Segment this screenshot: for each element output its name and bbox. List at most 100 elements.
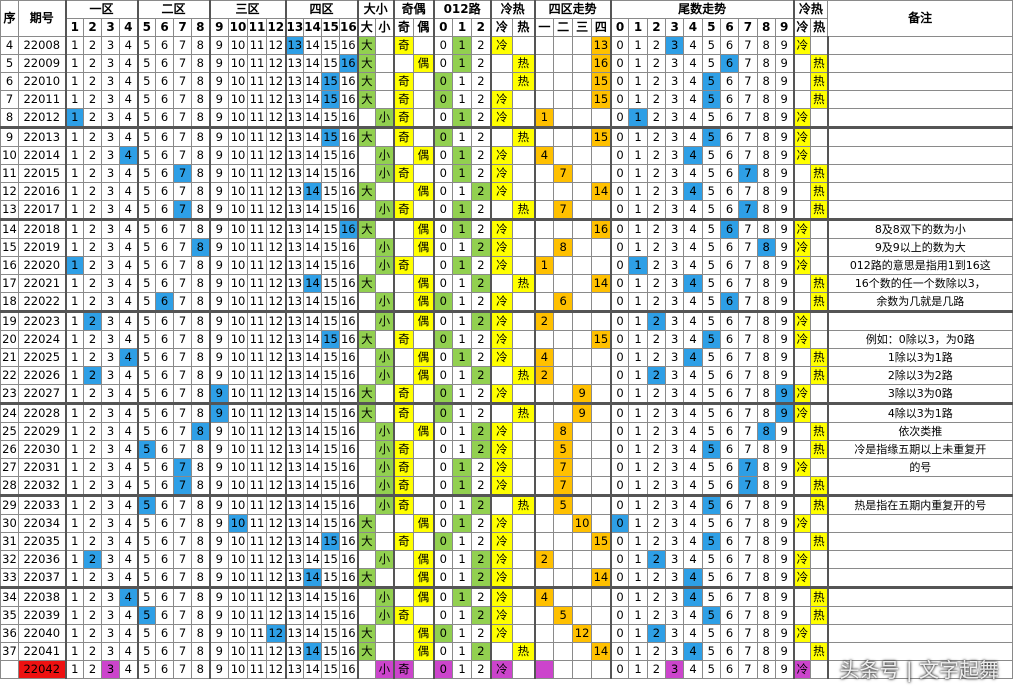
empty-cell xyxy=(572,476,593,497)
tail-cell: 5 xyxy=(701,274,721,293)
number-cell: 16 xyxy=(339,624,359,643)
number-cell: 15 xyxy=(321,568,341,589)
number-cell: 16 xyxy=(339,458,359,477)
tail-cell: 9 xyxy=(774,108,795,129)
data-row: 34 22038 1 2 3 4 5 6 7 8 9 10 11 12 13 14 15 16 小偶 0 1 2 冷 4 0 1 2… xyxy=(0,587,1013,607)
heat-cell: 冷 xyxy=(489,330,514,349)
tail-cell: 0 xyxy=(609,568,630,589)
empty-cell xyxy=(553,219,574,239)
number-cell: 11 xyxy=(247,384,268,405)
number-cell: 7 xyxy=(173,384,193,405)
heat-cell: 冷 xyxy=(489,311,514,331)
parity-cell: 奇 xyxy=(392,495,415,515)
tail-hit: 7 xyxy=(738,476,758,497)
tail-cell: 2 xyxy=(646,458,667,477)
tail-cell: 3 xyxy=(665,164,685,183)
size-cell: 大 xyxy=(356,36,377,55)
size-cell: 小 xyxy=(375,366,395,385)
empty-cell xyxy=(572,568,593,589)
data-row: 11 22015 1 2 3 4 5 6 7 8 9 10 11 12 13 14 15 16 小奇 0 1 2 冷 7 0 1 2… xyxy=(0,164,1013,183)
tail-cell: 2 xyxy=(646,587,667,607)
number-cell: 1 xyxy=(64,348,84,367)
number-cell: 16 xyxy=(339,495,359,515)
tail-cell: 0 xyxy=(609,54,630,73)
tail-cell: 1 xyxy=(628,624,648,643)
number-cell: 14 xyxy=(303,440,323,459)
number-cell: 10 xyxy=(228,311,249,331)
empty-cell xyxy=(512,550,536,569)
road-cell: 0 xyxy=(432,182,454,201)
number-cell: 11 xyxy=(247,476,268,497)
tail-heat-cell: 热 xyxy=(810,54,829,73)
heat-cell: 冷 xyxy=(489,292,514,313)
number-cell: 7 xyxy=(173,108,193,129)
number-cell: 13 xyxy=(284,422,305,441)
empty-cell xyxy=(413,440,435,459)
number-cell: 2 xyxy=(83,256,102,275)
number-cell: 15 xyxy=(321,164,341,183)
empty-cell xyxy=(356,458,377,477)
tail-cell: 3 xyxy=(665,642,685,661)
empty-cell xyxy=(512,458,536,477)
tail-cell: 1 xyxy=(628,440,648,459)
number-cell: 2 xyxy=(83,660,102,679)
data-row: 25 22029 1 2 3 4 5 6 7 8 9 10 11 12 13 14 15 16 小偶 0 1 2 冷 8 0 1 2… xyxy=(0,422,1013,441)
data-row: 6 22010 1 2 3 4 5 6 7 8 9 10 11 12 13 14 15 16 大奇 0 1 2 热 15 0 1 2… xyxy=(0,72,1013,91)
zone-trend: 2 xyxy=(533,311,555,331)
number-cell: 10 xyxy=(228,568,249,589)
tail-heat-cell: 冷 xyxy=(792,568,812,589)
tail-cell: 4 xyxy=(683,256,703,275)
heat-cell: 热 xyxy=(512,366,536,385)
tail-cell: 1 xyxy=(628,330,648,349)
number-cell: 8 xyxy=(191,200,211,221)
tail-cell: 8 xyxy=(756,384,776,405)
empty-cell xyxy=(553,127,574,147)
column-header: 7 xyxy=(738,18,758,37)
tail-cell: 7 xyxy=(738,330,758,349)
empty-cell xyxy=(572,642,593,661)
number-cell: 1 xyxy=(64,182,84,201)
tail-cell: 8 xyxy=(756,108,776,129)
number-cell: 6 xyxy=(155,476,175,497)
tail-cell: 8 xyxy=(756,532,776,551)
number-cell: 8 xyxy=(191,256,211,275)
empty-cell xyxy=(591,403,612,423)
number-cell: 3 xyxy=(101,219,120,239)
tail-cell: 0 xyxy=(609,624,630,643)
empty-cell xyxy=(533,292,555,313)
tail-cell: 4 xyxy=(683,606,703,625)
empty-cell xyxy=(392,587,415,607)
number-cell: 1 xyxy=(64,146,84,165)
tail-hit: 6 xyxy=(719,219,740,239)
number-cell: 5 xyxy=(136,72,157,91)
number-cell: 1 xyxy=(64,164,84,183)
size-cell: 小 xyxy=(375,146,395,165)
parity-cell: 偶 xyxy=(413,550,435,569)
road-cell: 0 xyxy=(432,311,454,331)
number-cell: 14 xyxy=(303,72,323,91)
tail-cell: 2 xyxy=(646,256,667,275)
empty-cell xyxy=(533,532,555,551)
road-hit: 1 xyxy=(452,458,473,477)
tail-cell: 1 xyxy=(628,642,648,661)
road-cell: 1 xyxy=(452,311,473,331)
road-hit: 2 xyxy=(471,366,492,385)
data-row: 8 22012 1 2 3 4 5 6 7 8 9 10 11 12 13 14 15 16 小奇 0 1 2 冷 1 0 1 2 3… xyxy=(0,108,1013,129)
number-cell: 3 xyxy=(101,606,120,625)
tail-cell: 3 xyxy=(665,514,685,533)
number-cell: 1 xyxy=(64,238,84,257)
number-cell: 2 xyxy=(83,164,102,183)
number-cell: 13 xyxy=(284,292,305,313)
road-cell: 1 xyxy=(452,238,473,257)
tail-hit: 5 xyxy=(701,532,721,551)
seq-cell: 23 xyxy=(0,384,19,405)
empty-cell xyxy=(553,384,574,405)
empty-cell xyxy=(572,90,593,109)
empty-cell xyxy=(591,514,612,533)
tail-cell: 3 xyxy=(665,440,685,459)
seq-cell: 5 xyxy=(0,54,19,73)
group-header: 三区 xyxy=(208,0,287,19)
number-cell: 12 xyxy=(266,274,287,293)
zone-trend: 15 xyxy=(591,532,612,551)
number-cell: 7 xyxy=(173,348,193,367)
